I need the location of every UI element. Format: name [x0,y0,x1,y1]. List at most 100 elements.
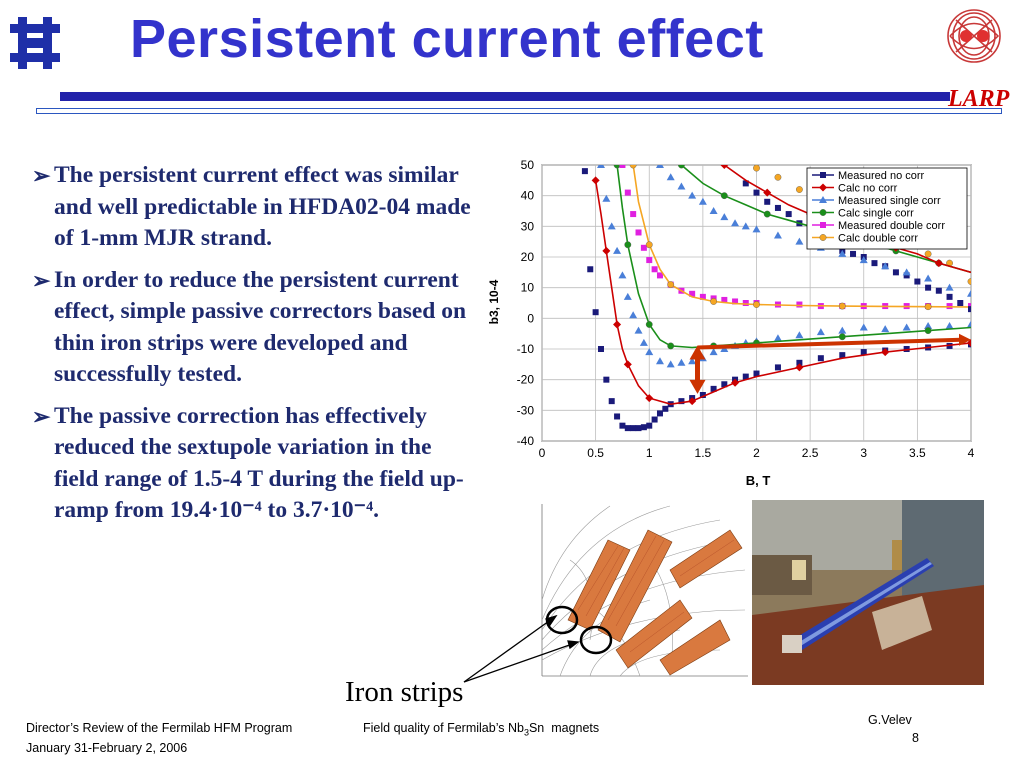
data-point [741,222,750,230]
data-point [967,320,971,328]
data-point [720,165,729,169]
data-point [838,326,847,334]
series [629,165,971,311]
data-point [656,272,663,279]
data-point [629,311,638,319]
iron-strips-pointers [463,614,580,683]
data-point [859,323,868,331]
data-point [903,272,910,279]
x-tick-label: 2 [753,446,760,460]
iron-strips-label: Iron strips [345,676,464,708]
data-point [623,360,632,369]
data-point [850,250,857,257]
corrector-photo [752,500,984,685]
data-point [656,410,663,417]
data-point [645,241,653,249]
data-point [763,188,772,197]
data-point [678,398,685,405]
data-point [688,397,697,406]
annotation-arrowhead [689,379,706,394]
data-point [820,172,826,178]
footer-page-number: 8 [912,731,919,745]
data-point [773,231,782,239]
series-line [594,180,971,406]
data-point [607,222,616,230]
x-tick-label: 0 [539,446,546,460]
legend-label: Measured no corr [838,170,925,182]
x-tick-label: 4 [968,446,975,460]
data-point [721,381,728,388]
data-point [635,229,642,236]
data-point [945,283,954,291]
data-point [763,210,771,218]
bullet-arrow-icon: ➢ [32,403,51,429]
data-point [635,425,642,432]
y-tick-label: -20 [517,373,535,387]
data-point [819,183,827,192]
footer-title: Field quality of Fermilab’s Nb3Sn magnet… [363,721,600,738]
data-point [752,225,761,233]
data-point [689,290,696,297]
data-point [613,320,622,329]
x-tick-label: 1 [646,446,653,460]
data-point [924,327,932,335]
data-point [902,323,911,331]
x-axis-label: B, T [746,473,771,488]
slide-title: Persistent current effect [130,9,764,69]
data-point [646,257,653,264]
data-point [640,424,647,431]
data-point [651,416,658,423]
y-tick-label: 20 [521,250,535,264]
data-point [629,165,637,169]
x-tick-label: 0.5 [587,446,604,460]
data-point [795,186,803,193]
data-point [731,378,740,387]
data-point [816,328,825,336]
y-tick-label: 10 [521,281,535,295]
data-point [859,256,868,264]
data-point [630,211,637,218]
data-point [935,287,942,294]
data-point [666,173,675,181]
legend-label: Calc no corr [838,183,898,195]
data-point [709,207,718,214]
data-point [796,301,803,308]
data-point [967,338,971,347]
data-point [839,352,846,359]
y-tick-label: -10 [517,342,535,356]
data-point [742,373,749,380]
data-point [774,173,782,181]
y-tick-label: 30 [521,219,535,233]
x-tick-label: 3.5 [909,446,926,460]
data-point [645,348,654,356]
data-point [753,165,760,172]
data-point [773,334,782,342]
legend-label: Calc single corr [838,208,914,220]
data-point [764,198,771,205]
data-point [667,281,675,289]
legend-label: Measured double corr [838,220,945,232]
data-point [819,196,827,203]
x-tick-label: 1.5 [695,446,712,460]
data-point [655,165,664,168]
data-point [639,338,648,346]
data-point [871,260,878,267]
annotation-arrowhead [689,345,706,360]
y-tick-label: -30 [517,403,535,417]
series [655,165,971,297]
footer-program: Director’s Review of the Fermilab HFM Pr… [26,721,293,735]
larp-logo-icon [947,9,1001,63]
data-point [581,168,588,175]
x-tick-label: 3 [860,446,867,460]
data-point [655,357,664,365]
data-point [968,303,971,310]
data-point [624,241,632,249]
data-point [596,165,605,168]
data-point [602,194,611,202]
data-point [934,259,943,268]
y-tick-label: 40 [521,189,535,203]
data-point [967,278,971,285]
data-point [925,284,932,291]
bullet-item: ➢ The persistent current effect was simi… [32,160,472,255]
